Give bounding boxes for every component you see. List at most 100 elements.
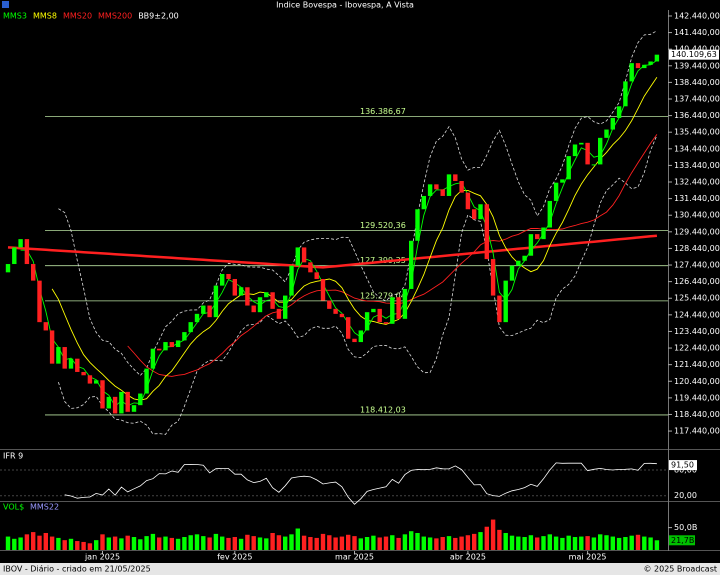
volume-bar	[207, 537, 212, 550]
volume-bar	[12, 538, 17, 550]
candle-body	[5, 264, 11, 273]
y-tick-label: 131.440,00	[674, 194, 720, 203]
candle-body	[566, 156, 571, 180]
candle-body	[591, 164, 597, 166]
volume-bar	[213, 533, 219, 550]
volume-bar	[295, 528, 300, 550]
candle-body	[648, 61, 653, 65]
volume-bar	[547, 534, 552, 550]
last-price-box	[669, 49, 719, 60]
volume-bar	[94, 540, 99, 550]
volume-bar	[24, 534, 30, 550]
candle-body	[301, 247, 307, 263]
mms200-line	[7, 234, 658, 269]
candle-body	[503, 280, 508, 323]
volume-bar	[188, 535, 193, 550]
volume-bar	[616, 537, 622, 550]
volume-bar	[352, 536, 357, 550]
volume-bar	[339, 536, 345, 550]
ifr-tick-label: 20,00	[674, 491, 697, 500]
candle-body	[453, 174, 458, 182]
y-tick-label: 136.440,00	[674, 111, 720, 120]
candle-body	[220, 273, 225, 286]
candle-body	[157, 348, 162, 351]
volume-bar	[598, 534, 603, 550]
volume-bar	[629, 535, 634, 550]
candle-body	[528, 234, 534, 256]
footer-right: © 2025 Broadcast	[643, 565, 717, 574]
y-tick-label: 135.440,00	[674, 128, 720, 137]
candle-body	[257, 297, 263, 313]
y-tick-label: 130.440,00	[674, 211, 720, 220]
y-tick-label: 118.440,00	[674, 410, 720, 419]
candle-body	[276, 308, 282, 319]
candle-body	[610, 117, 615, 130]
candle-body	[623, 81, 628, 107]
volume-bar	[591, 537, 597, 550]
volume-bar	[150, 533, 156, 550]
candle-body	[106, 396, 111, 409]
volume-bar	[301, 535, 307, 550]
bollinger-lower	[58, 135, 658, 435]
volume-bar	[314, 537, 319, 550]
volume-bar	[119, 538, 124, 550]
volume-legend: MMS22	[30, 503, 59, 512]
volume-bar	[220, 536, 225, 550]
level-label: 118.412,03	[360, 405, 406, 414]
volume-bar	[31, 532, 36, 550]
candle-body	[535, 234, 540, 240]
candle-body	[427, 184, 433, 196]
candle-body	[377, 308, 382, 323]
volume-bar	[427, 537, 433, 550]
candle-body	[18, 239, 23, 248]
candle-body	[37, 280, 42, 323]
candle-body	[138, 393, 143, 406]
x-tick-label: mai 2025	[569, 553, 607, 562]
y-tick-label: 125.440,00	[674, 294, 720, 303]
candle-body	[12, 247, 17, 265]
volume-bar	[509, 535, 515, 550]
candle-body	[308, 262, 313, 273]
candle-body	[541, 227, 546, 240]
candle-body	[232, 278, 237, 296]
candle-body	[43, 322, 48, 331]
volume-bar	[446, 536, 452, 550]
candle-body	[56, 347, 61, 364]
candle-body	[194, 313, 200, 323]
candle-body	[579, 142, 584, 145]
candle-body	[333, 308, 338, 314]
volume-title: VOL$	[3, 503, 24, 512]
ifr-line	[64, 462, 657, 505]
menu-icon[interactable]	[2, 1, 9, 8]
candle-body	[358, 330, 363, 343]
volume-bar	[68, 538, 74, 550]
candle-body	[446, 174, 452, 196]
y-tick-label: 126.440,00	[674, 277, 720, 286]
volume-bar	[579, 536, 584, 550]
candle-body	[68, 358, 74, 369]
candle-body	[560, 179, 565, 183]
volume-bar	[75, 541, 80, 550]
y-tick-label: 119.440,00	[674, 393, 720, 402]
candle-body	[440, 189, 445, 196]
volume-bar	[87, 543, 93, 550]
candle-body	[383, 322, 389, 324]
volume-bar	[327, 535, 332, 550]
volume-bar	[421, 536, 426, 550]
ifr-title: IFR 9	[3, 452, 23, 461]
candle-body	[314, 272, 319, 279]
candle-body	[522, 255, 527, 261]
y-tick-label: 137.440,00	[674, 94, 720, 103]
candle-body	[226, 273, 231, 279]
candle-body	[553, 182, 559, 201]
y-tick-label: 142.440,00	[674, 11, 720, 20]
candle-body	[402, 288, 408, 319]
y-tick-label: 133.440,00	[674, 161, 720, 170]
volume-bar	[528, 535, 534, 550]
chart-title: Indice Bovespa - Ibovespa, A Vista	[276, 1, 414, 10]
volume-bar	[56, 537, 61, 550]
volume-bar	[283, 536, 288, 550]
legend-entry: MMS3	[3, 12, 27, 21]
volume-bar	[49, 536, 55, 550]
candle-body	[364, 312, 370, 331]
